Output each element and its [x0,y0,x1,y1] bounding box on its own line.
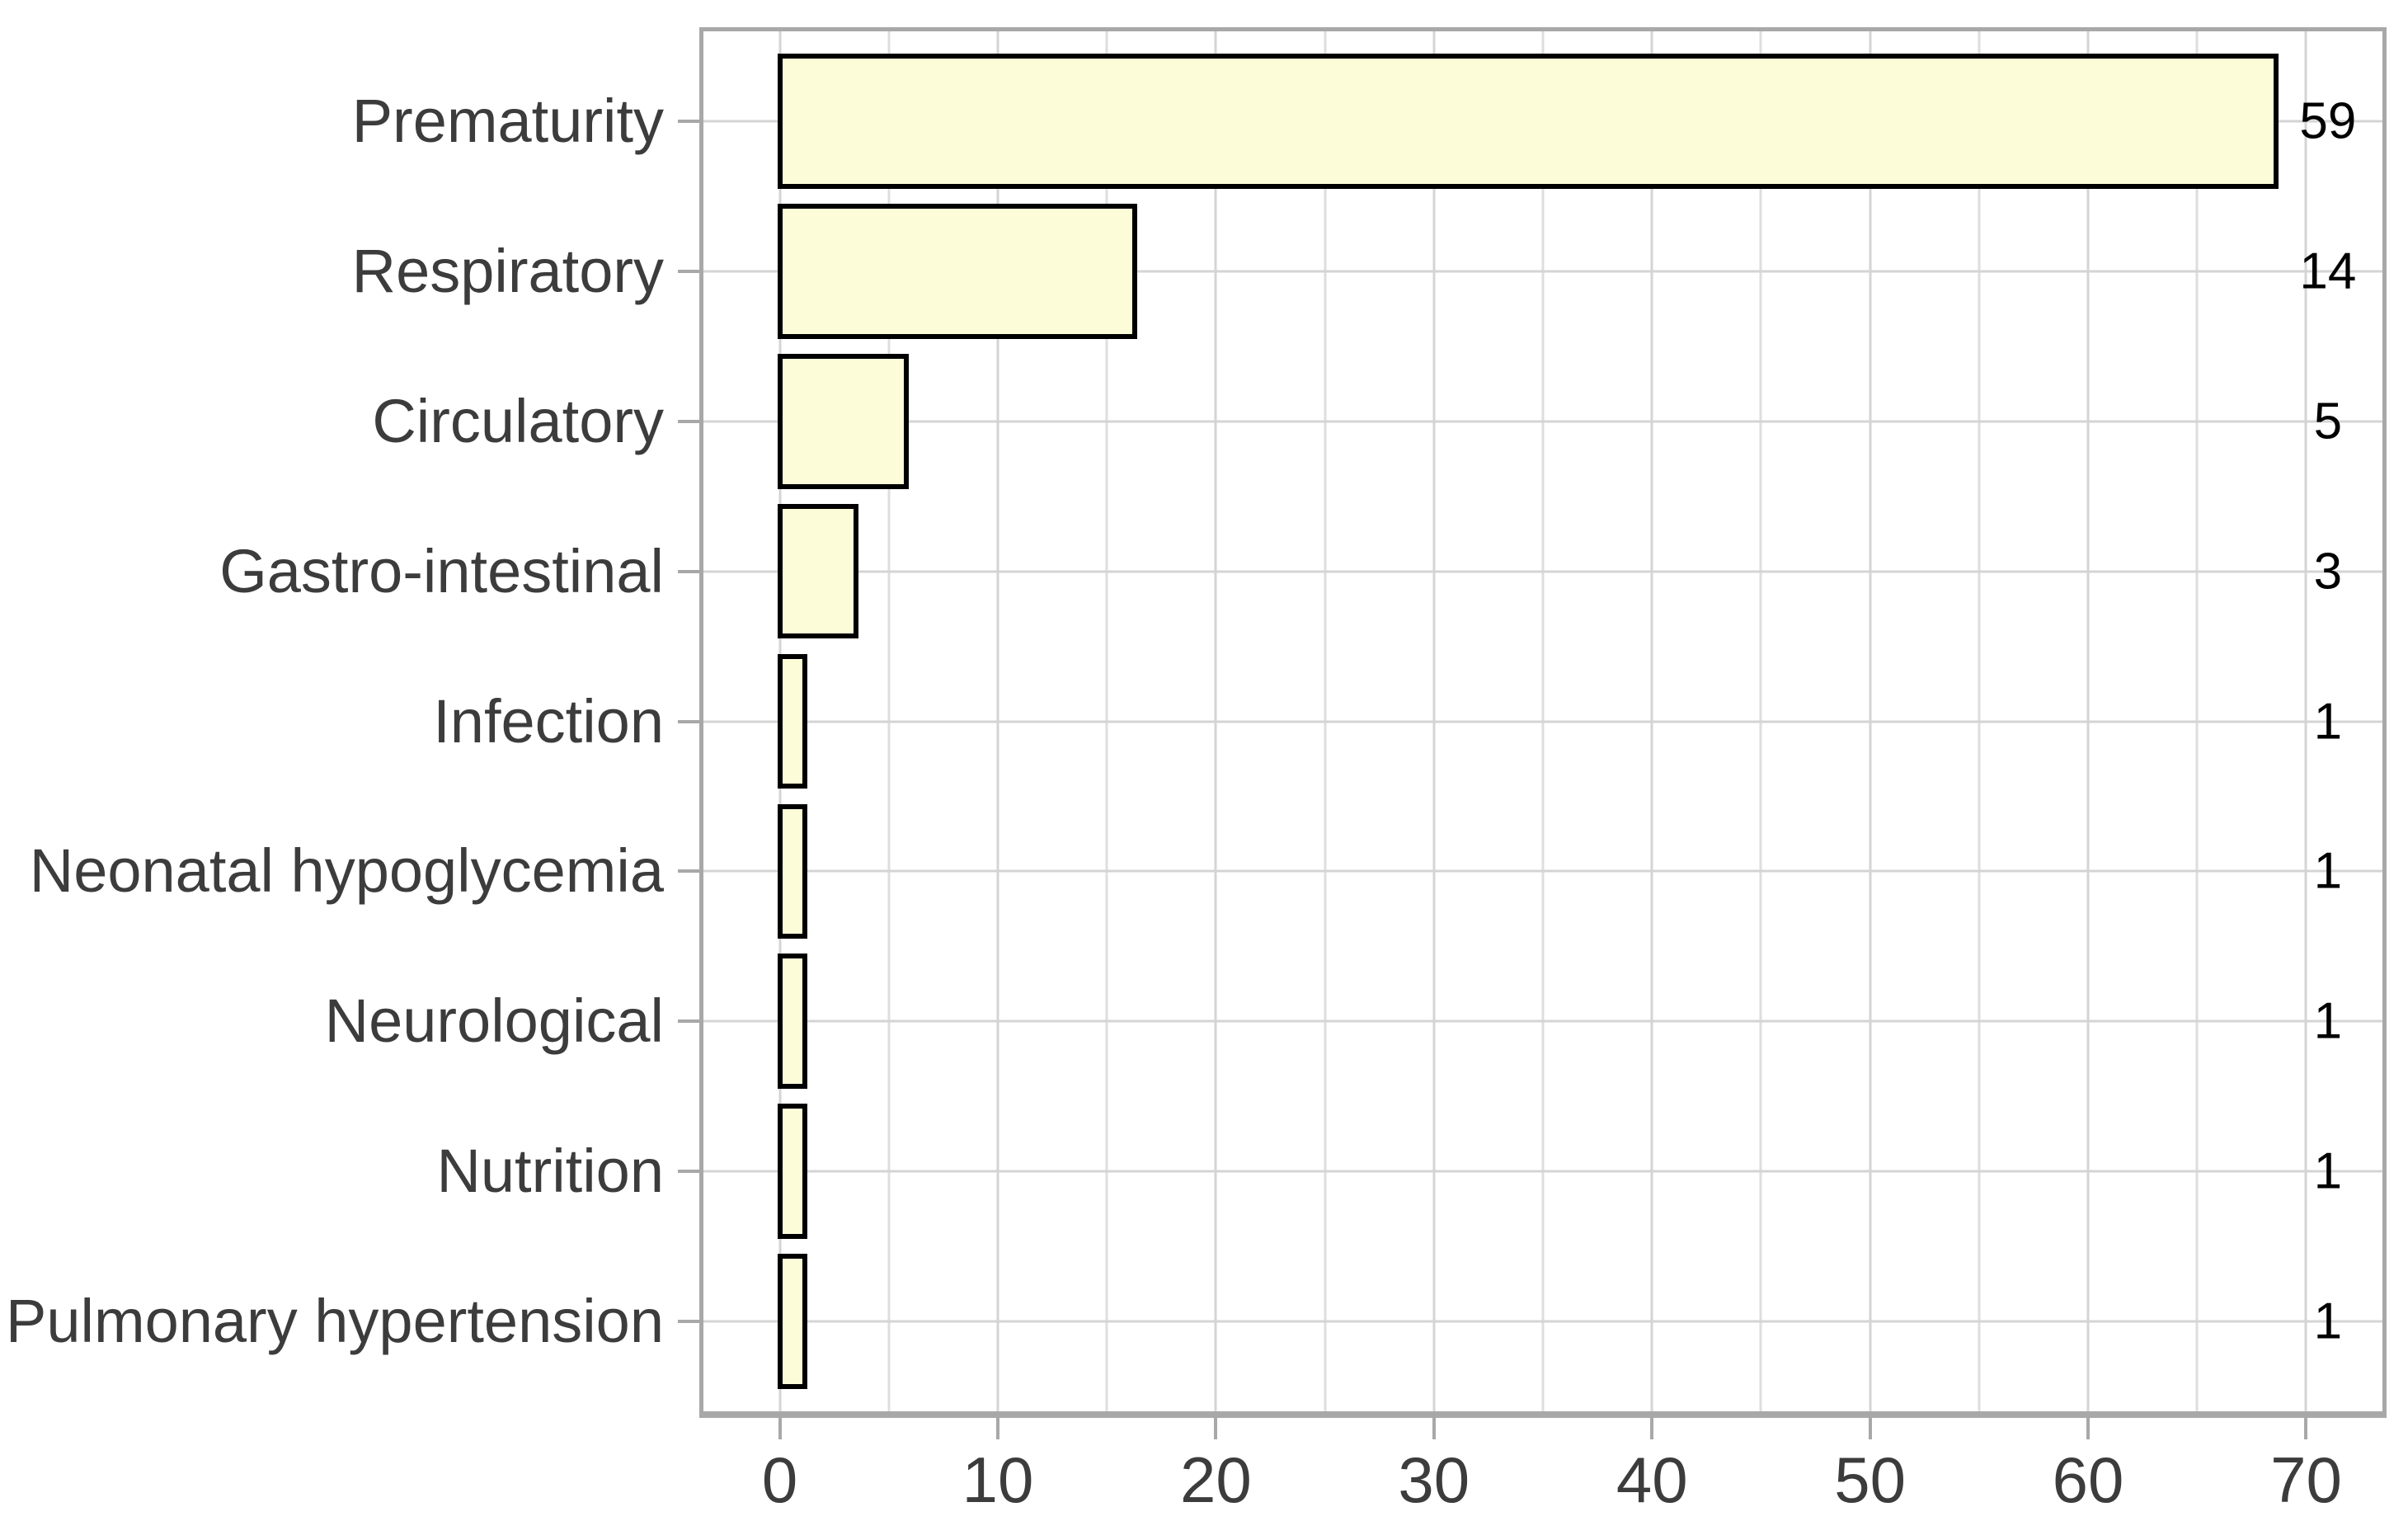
gridline-major-horizontal [703,869,2382,873]
bar [777,353,910,489]
bar-value-label: 1 [2313,842,2343,900]
bar-value-label: 1 [2313,1293,2343,1350]
gridline-major-horizontal [703,420,2382,423]
x-axis-tick-label: 70 [2270,1443,2342,1516]
bar-value-label: 1 [2313,1142,2343,1200]
x-axis-tick-label: 20 [1179,1443,1252,1516]
y-axis-category-labels: Prematurity Respiratory Circulatory Gastro-… [0,31,664,1411]
bar [777,954,808,1090]
x-axis-tick-mark [1432,1418,1436,1439]
bar [777,503,858,639]
y-axis-tick-mark [678,719,699,723]
category-label: Circulatory [372,386,664,455]
x-axis-tick-label: 50 [1834,1443,1906,1516]
gridline-major-horizontal [703,270,2382,273]
category-label: Neurological [324,987,664,1056]
x-axis-tick-label: 40 [1616,1443,1688,1516]
bar [777,1254,808,1389]
x-axis-tick-mark [1214,1418,1218,1439]
category-label: Gastro-intestinal [219,536,664,605]
category-label: Prematurity [351,87,664,156]
gridline-major-horizontal [703,570,2382,573]
y-axis-tick-mark [678,869,699,874]
category-label: Infection [433,686,664,756]
category-label: Respiratory [351,236,664,305]
x-axis-tick-label: 0 [761,1443,798,1516]
bar [777,1104,808,1239]
x-axis-tick-mark [2304,1418,2308,1439]
bar-value-label: 14 [2299,243,2357,300]
gridline-major-horizontal [703,720,2382,723]
category-label: Neonatal hypoglycemia [29,836,664,906]
category-label: Nutrition [436,1137,664,1206]
plot-panel-inner: 59 14 5 3 1 1 1 1 1 0 10 20 30 40 50 60 70 [678,31,2382,1512]
x-axis-tick-label: 10 [962,1443,1034,1516]
category-label: Pulmonary hypertension [6,1286,664,1355]
x-axis-tick-mark [2086,1418,2091,1439]
x-axis-tick-mark [778,1418,782,1439]
x-axis-tick-mark [1868,1418,1872,1439]
bar-value-label: 3 [2313,543,2343,600]
y-axis-tick-mark [678,269,699,273]
x-axis-tick-label: 30 [1398,1443,1470,1516]
y-axis-tick-mark [678,569,699,573]
bar-value-label: 1 [2313,693,2343,750]
gridline-major-horizontal [703,1320,2382,1323]
gridline-major-horizontal [703,1170,2382,1173]
y-axis-tick-mark [678,1319,699,1323]
bar [777,803,808,939]
y-axis-tick-mark [678,419,699,423]
bar-value-label: 1 [2313,992,2343,1050]
bar-value-label: 5 [2313,393,2343,450]
plot-panel: 59 14 5 3 1 1 1 1 1 0 10 20 30 40 50 60 70 [678,27,2387,1512]
bar [777,54,2279,189]
y-axis-tick-mark [678,1170,699,1174]
x-axis-tick-mark [1650,1418,1654,1439]
x-axis-tick-mark [995,1418,999,1439]
bar [777,653,808,789]
gridline-major-horizontal [703,1019,2382,1023]
x-axis-tick-label: 60 [2052,1443,2124,1516]
y-axis-tick-mark [678,120,699,124]
bar-value-label: 59 [2299,92,2357,150]
bar [777,204,1137,339]
y-axis-tick-mark [678,1019,699,1024]
